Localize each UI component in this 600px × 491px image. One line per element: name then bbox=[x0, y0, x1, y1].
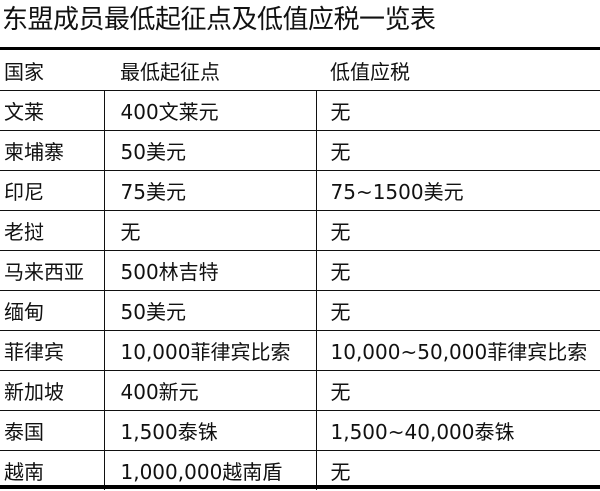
table-row: 文莱 400文莱元无 bbox=[0, 90, 600, 131]
cell-country: 泰国 bbox=[0, 410, 104, 451]
header-low-value-tax: 低值应税 bbox=[330, 59, 410, 84]
asean-threshold-table: 国家 最低起征点 低值应税 文莱 400文莱元无柬埔寨 50美元无印尼 75美元 75~… bbox=[0, 50, 600, 490]
cell-low-value-tax: 无 bbox=[315, 210, 600, 251]
top-rule bbox=[0, 47, 600, 50]
cell-country: 马来西亚 bbox=[0, 250, 104, 291]
page-title: 东盟成员最低起征点及低值应税一览表 bbox=[2, 5, 436, 35]
cell-min-threshold: 400新元 bbox=[103, 370, 316, 411]
cell-low-value-tax: 无 bbox=[315, 290, 600, 331]
cell-country: 缅甸 bbox=[0, 290, 104, 331]
cell-country: 老挝 bbox=[0, 210, 104, 251]
cell-min-threshold: 500林吉特 bbox=[103, 250, 316, 291]
cell-country: 柬埔寨 bbox=[0, 130, 104, 171]
cell-country: 越南 bbox=[0, 450, 104, 490]
cell-low-value-tax: 无 bbox=[315, 450, 600, 490]
cell-min-threshold: 1,000,000越南盾 bbox=[103, 450, 316, 490]
table-row: 越南 1,000,000越南盾无 bbox=[0, 450, 600, 490]
table-row: 菲律宾 10,000菲律宾比索 10,000~50,000菲律宾比索 bbox=[0, 330, 600, 371]
cell-min-threshold: 400文莱元 bbox=[103, 90, 316, 131]
cell-min-threshold: 75美元 bbox=[103, 170, 316, 211]
cell-min-threshold: 10,000菲律宾比索 bbox=[103, 330, 316, 371]
bottom-rule bbox=[0, 485, 600, 489]
header-row: 国家 最低起征点 低值应税 bbox=[0, 50, 600, 91]
cell-low-value-tax: 无 bbox=[315, 250, 600, 291]
cell-low-value-tax: 无 bbox=[315, 90, 600, 131]
cell-min-threshold: 1,500泰铢 bbox=[103, 410, 316, 451]
cell-country: 印尼 bbox=[0, 170, 104, 211]
cell-country: 文莱 bbox=[0, 90, 104, 131]
cell-low-value-tax: 1,500~40,000泰铢 bbox=[315, 410, 600, 451]
table-row: 印尼 75美元 75~1500美元 bbox=[0, 170, 600, 211]
table-row: 新加坡 400新元无 bbox=[0, 370, 600, 411]
cell-low-value-tax: 75~1500美元 bbox=[315, 170, 600, 211]
cell-low-value-tax: 10,000~50,000菲律宾比索 bbox=[315, 330, 600, 371]
table-row: 老挝无无 bbox=[0, 210, 600, 251]
cell-min-threshold: 无 bbox=[103, 210, 316, 251]
header-country: 国家 bbox=[4, 59, 44, 84]
header-min-threshold: 最低起征点 bbox=[120, 59, 220, 84]
cell-low-value-tax: 无 bbox=[315, 130, 600, 171]
cell-country: 新加坡 bbox=[0, 370, 104, 411]
cell-min-threshold: 50美元 bbox=[103, 290, 316, 331]
table-row: 马来西亚 500林吉特无 bbox=[0, 250, 600, 291]
table-row: 柬埔寨 50美元无 bbox=[0, 130, 600, 171]
cell-low-value-tax: 无 bbox=[315, 370, 600, 411]
cell-min-threshold: 50美元 bbox=[103, 130, 316, 171]
table-row: 缅甸 50美元无 bbox=[0, 290, 600, 331]
table-row: 泰国 1,500泰铢 1,500~40,000泰铢 bbox=[0, 410, 600, 451]
cell-country: 菲律宾 bbox=[0, 330, 104, 371]
